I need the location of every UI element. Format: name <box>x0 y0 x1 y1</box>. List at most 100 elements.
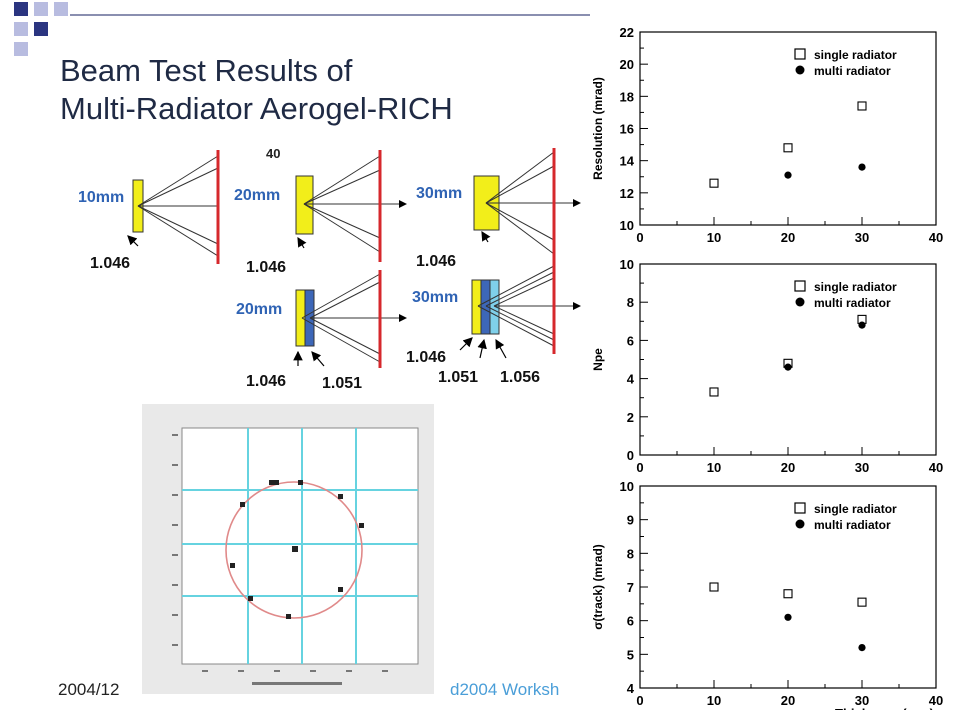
legend-label: single radiator <box>814 48 897 62</box>
data-point-single <box>709 582 719 592</box>
data-point-single <box>857 597 867 607</box>
aerogel-block <box>489 279 500 335</box>
data-point-multi <box>784 613 792 621</box>
legend-marker-circle <box>795 519 805 529</box>
config-thickness-label: 20mm <box>234 187 280 204</box>
index-label: 1.046 <box>416 253 456 270</box>
legend-label: multi radiator <box>814 296 891 310</box>
legend-marker-square <box>794 48 806 60</box>
y-tick-label: 20 <box>620 57 634 72</box>
title-line-1: Beam Test Results of <box>60 53 353 88</box>
x-tick-label: 0 <box>636 460 643 475</box>
y-tick-label: 6 <box>627 333 634 348</box>
legend-marker-square <box>794 280 806 292</box>
y-tick-label: 4 <box>627 681 635 696</box>
x-tick-label: 10 <box>707 230 721 245</box>
x-tick-label: 20 <box>781 693 795 708</box>
data-point-single <box>709 387 719 397</box>
x-axis-label: Thickness (mm) <box>835 706 934 710</box>
footer-date: 2004/12 <box>58 680 120 699</box>
x-tick-label: 40 <box>929 230 943 245</box>
x-tick-label: 30 <box>855 693 869 708</box>
x-tick-label: 30 <box>855 460 869 475</box>
x-tick-label: 0 <box>636 693 643 708</box>
index-label: 1.046 <box>246 373 286 390</box>
legend-label: single radiator <box>814 280 897 294</box>
config-20mm-dual: 20mm 1.046 1.051 <box>236 270 407 392</box>
y-tick-label: 12 <box>620 186 634 201</box>
deco-square-2 <box>34 2 48 16</box>
config-20mm-single: 20mm 1.046 <box>234 150 407 276</box>
data-point-multi <box>784 363 792 371</box>
y-tick-label: 8 <box>627 295 634 310</box>
y-tick-label: 9 <box>627 513 634 528</box>
y-tick-label: 16 <box>620 122 634 137</box>
footer-event: d2004 Worksh <box>450 680 560 699</box>
index-label: 1.051 <box>438 369 478 386</box>
aerogel-block <box>295 289 306 347</box>
config-30mm-single: 30mm 1.046 <box>416 148 581 270</box>
index-label: 1.046 <box>90 255 130 272</box>
data-point-single <box>783 143 793 153</box>
chart-3: 0 10 20 30 40 4 5 6 7 8 9 10 σ(track) (mrad) Thicknes… <box>591 479 943 710</box>
deco-square-1 <box>14 2 28 16</box>
y-axis-label: Npe <box>591 348 605 371</box>
y-tick-label: 10 <box>620 218 634 233</box>
index-label: 1.046 <box>246 259 286 276</box>
plot-frame <box>639 485 937 689</box>
y-tick-label: 10 <box>620 257 634 272</box>
y-tick-label: 8 <box>627 546 634 561</box>
plot-frame <box>639 31 937 226</box>
x-tick-label: 20 <box>781 460 795 475</box>
legend-marker-circle <box>795 65 805 75</box>
data-point-single <box>709 178 719 188</box>
slide-title: Beam Test Results of Multi-Radiator Aero… <box>60 52 580 128</box>
y-tick-label: 0 <box>627 448 634 463</box>
index-label: 1.051 <box>322 375 362 392</box>
deco-square-3 <box>54 2 68 16</box>
radiator-diagrams: 40 10mm 1.046 20mm 1.046 30mm <box>78 146 581 392</box>
x-tick-label: 10 <box>707 460 721 475</box>
legend-label: multi radiator <box>814 518 891 532</box>
chart-2: 0 10 20 30 40 0 2 4 6 8 10 Npe single radiator multi … <box>591 257 943 475</box>
config-thickness-label: 10mm <box>78 189 124 206</box>
title-line-2: Multi-Radiator Aerogel-RICH <box>60 91 453 126</box>
ring-event-display <box>142 404 434 694</box>
y-tick-label: 10 <box>620 479 634 494</box>
aerogel-block <box>295 175 314 235</box>
y-axis-label: σ(track) (mrad) <box>591 544 605 630</box>
y-tick-label: 4 <box>627 372 635 387</box>
index-label: 1.046 <box>406 349 446 366</box>
data-point-multi <box>858 644 866 652</box>
data-point-multi <box>858 163 866 171</box>
legend-marker-square <box>794 502 806 514</box>
x-tick-label: 40 <box>929 693 943 708</box>
config-10mm-single: 10mm 1.046 <box>78 150 220 272</box>
y-tick-label: 14 <box>620 154 635 169</box>
legend-label: multi radiator <box>814 64 891 78</box>
deco-square-4 <box>14 22 28 36</box>
y-axis-label: Resolution (mrad) <box>591 77 605 180</box>
y-tick-label: 7 <box>627 580 634 595</box>
index-label: 1.056 <box>500 369 540 386</box>
x-tick-label: 10 <box>707 693 721 708</box>
data-point-single <box>857 101 867 111</box>
data-point-multi <box>784 171 792 179</box>
config-thickness-label: 30mm <box>416 185 462 202</box>
ring-event-image <box>172 427 419 685</box>
data-point-multi <box>858 321 866 329</box>
y-tick-label: 5 <box>627 647 634 662</box>
x-tick-label: 20 <box>781 230 795 245</box>
y-tick-label: 2 <box>627 410 634 425</box>
legend-label: single radiator <box>814 502 897 516</box>
legend-marker-circle <box>795 297 805 307</box>
config-thickness-label: 30mm <box>412 289 458 306</box>
cut-label: 40 <box>266 146 280 161</box>
y-tick-label: 22 <box>620 25 634 40</box>
header-rule <box>70 14 590 16</box>
x-tick-label: 30 <box>855 230 869 245</box>
y-tick-label: 18 <box>620 89 634 104</box>
config-thickness-label: 20mm <box>236 301 282 318</box>
